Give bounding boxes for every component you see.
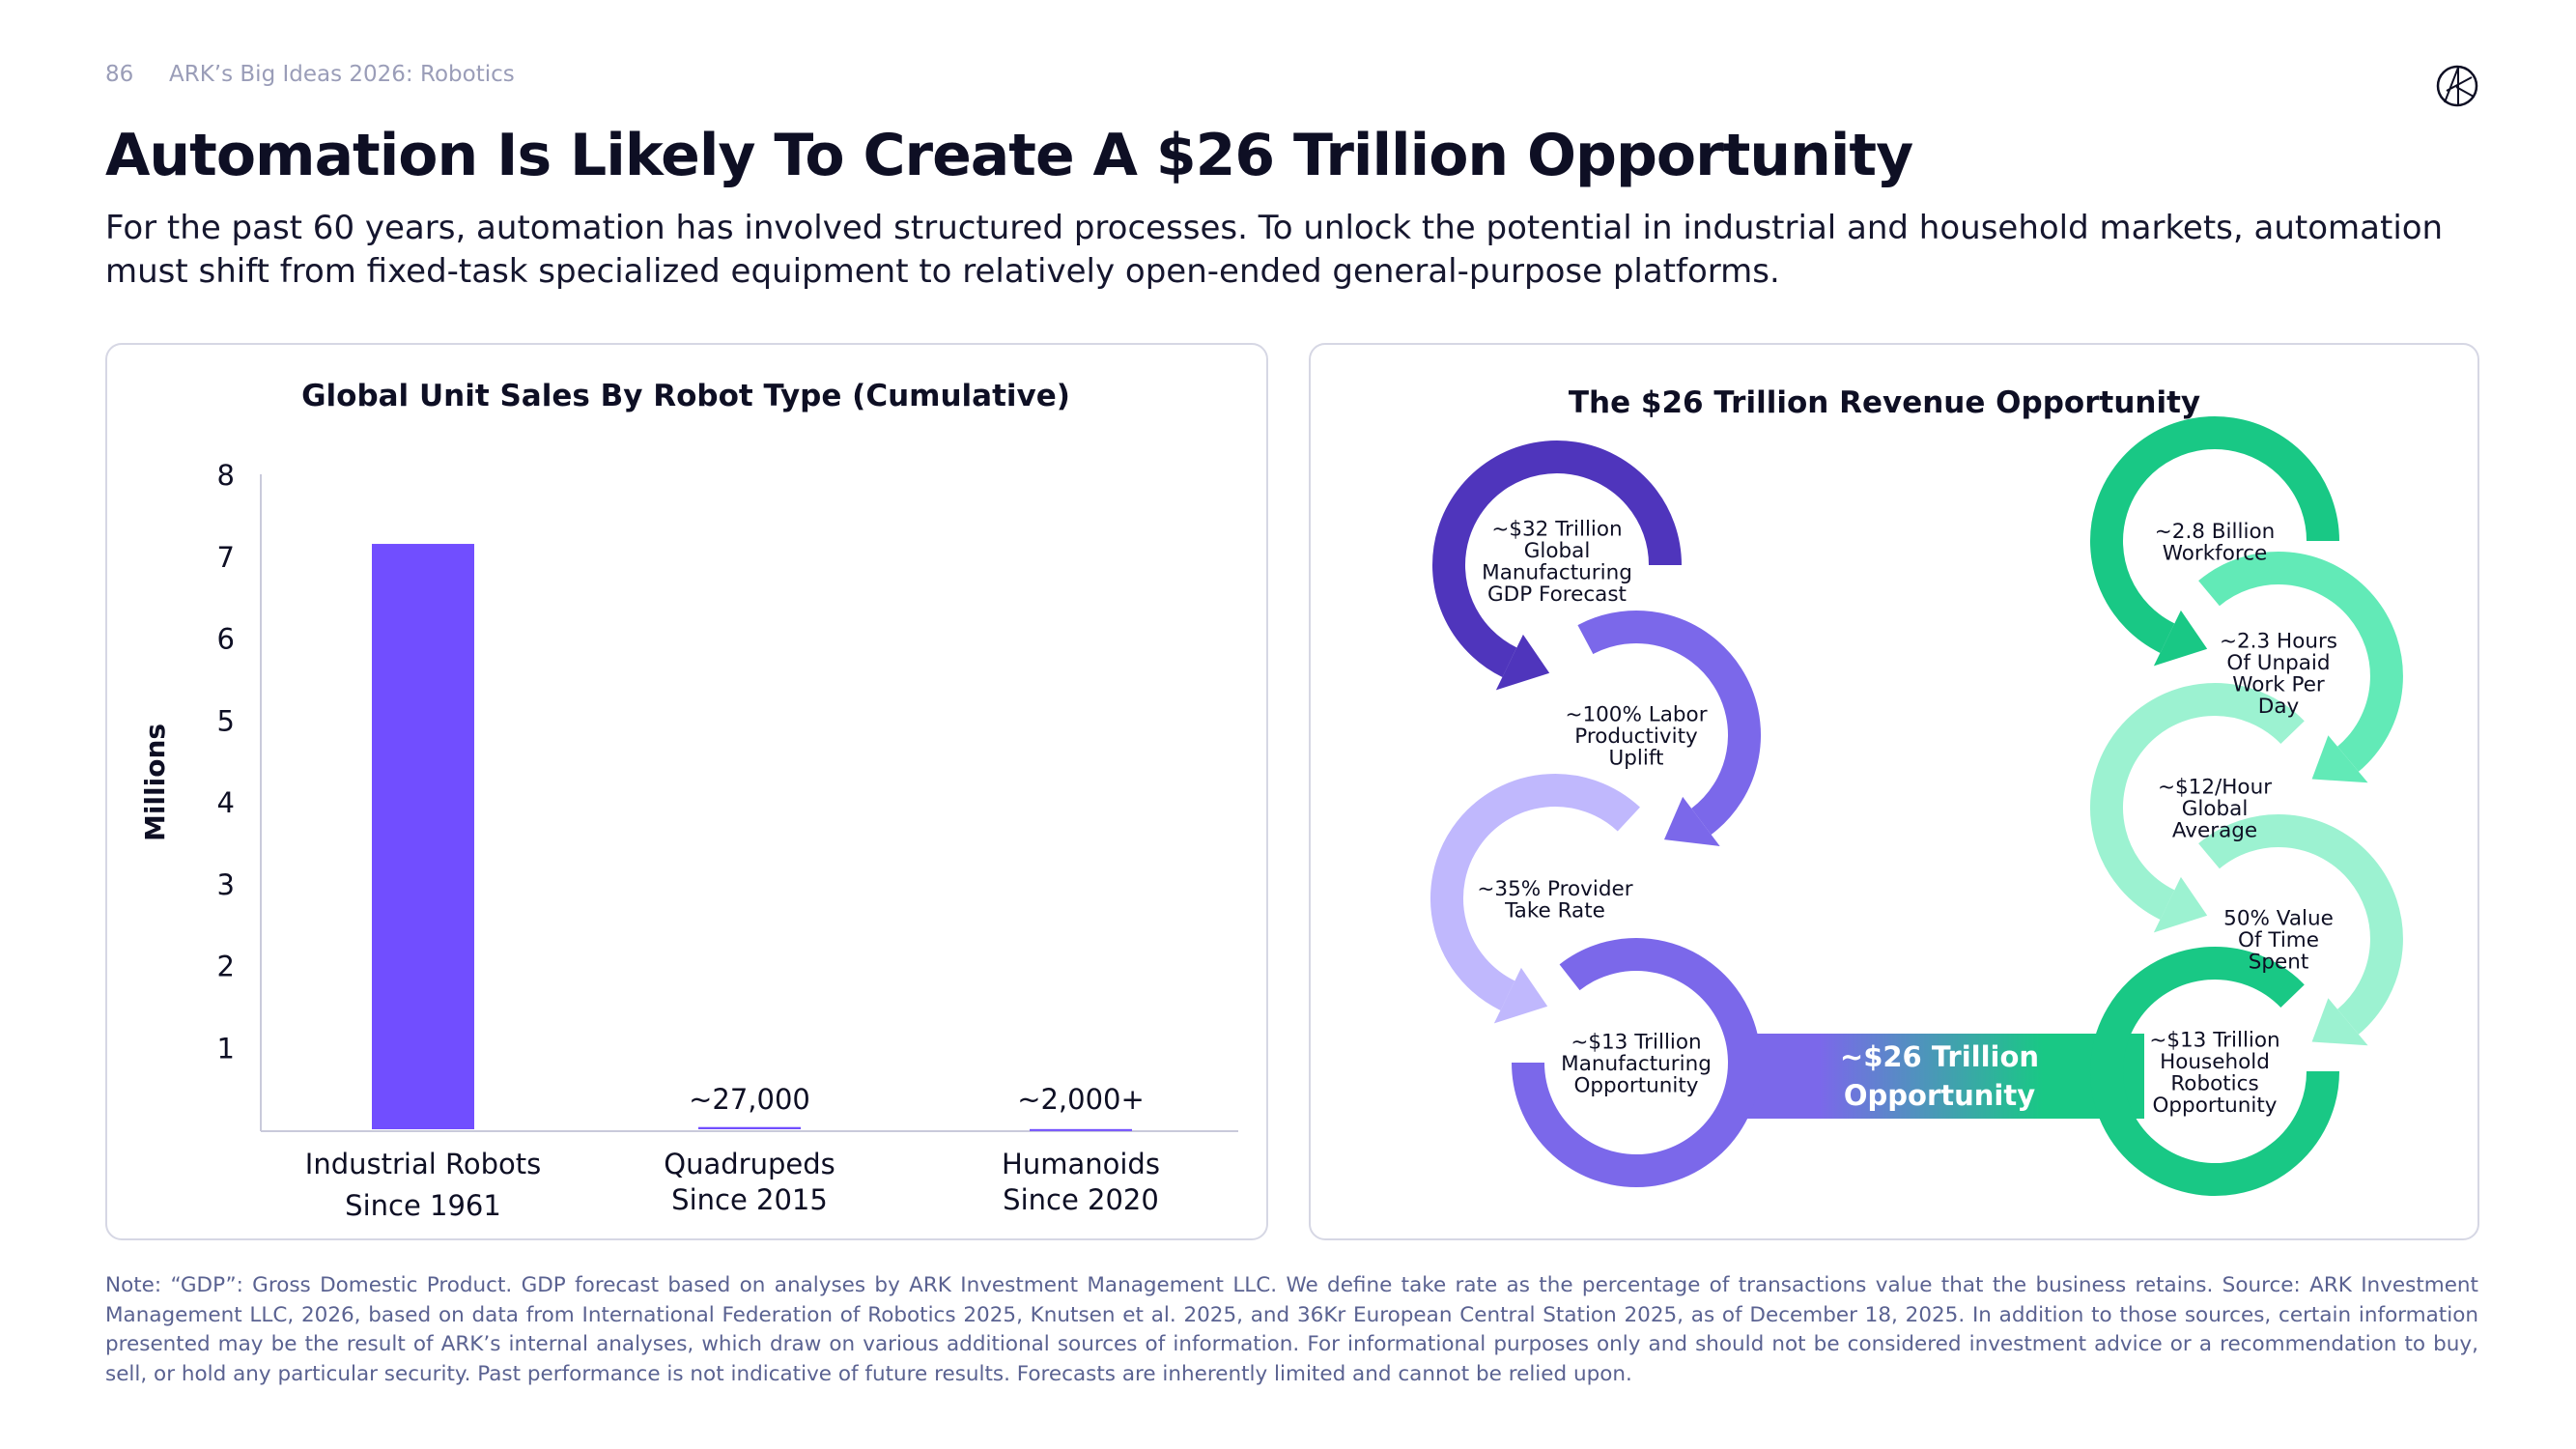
diagram-title: The $26 Trillion Revenue Opportunity (1569, 385, 2200, 420)
node-label-line: Manufacturing (1482, 560, 1632, 584)
node-label-line: Opportunity (1573, 1074, 1698, 1098)
flow-arc (2090, 683, 2305, 920)
page-title: Automation Is Likely To Create A $26 Tri… (105, 122, 1913, 189)
node-label-line: Spent (2249, 951, 2309, 975)
node-label-line: ~2.8 Billion (2155, 520, 2275, 544)
page-number: 86 (105, 62, 134, 87)
x-category-sublabel: Since 2020 (1003, 1183, 1159, 1216)
y-tick-label: 8 (217, 459, 235, 492)
arrowhead-icon (2311, 998, 2368, 1046)
node-label-line: Global (2182, 797, 2249, 821)
node-label-line: 50% Value (2223, 907, 2334, 931)
x-category-label: Humanoids (1002, 1148, 1160, 1180)
node-label-line: Work Per (2232, 672, 2325, 696)
bar-data-label: ~27,000 (689, 1083, 810, 1116)
arrowhead-icon (2311, 735, 2368, 783)
x-category-label: Industrial Robots (305, 1148, 541, 1180)
bar (698, 1126, 801, 1129)
arrowhead-icon (1493, 967, 1548, 1024)
node-label-line: Productivity (1574, 724, 1698, 749)
flow-arc (1577, 611, 1761, 836)
node-label-line: Robotics (2170, 1071, 2258, 1095)
diagram-panel (1309, 343, 2479, 1240)
y-axis-label: Millions (139, 724, 171, 841)
node-label-line: ~$32 Trillion (1491, 517, 1622, 541)
arrowhead-icon (1495, 634, 1550, 691)
node-label-line: Average (2172, 819, 2257, 843)
node-label-line: Opportunity (2152, 1094, 2277, 1118)
node-label-line: Uplift (1609, 747, 1664, 771)
arrowhead-icon (1663, 796, 1720, 847)
flow-arc (1432, 440, 1682, 677)
arrowhead-icon (2153, 610, 2208, 667)
arrowhead-icon (2153, 876, 2208, 933)
total-opportunity-line2: Opportunity (1844, 1079, 2035, 1112)
node-label-line: Household (2160, 1050, 2270, 1074)
x-category-sublabel: Since 1961 (345, 1189, 501, 1222)
node-label-line: Global (1524, 539, 1591, 563)
node-label-line: ~100% Labor (1565, 703, 1707, 727)
total-opportunity-line1: ~$26 Trillion (1840, 1040, 2039, 1073)
bar-data-label: ~2,000+ (1017, 1083, 1145, 1116)
flow-arc (1430, 774, 1640, 1010)
ark-logo-icon (2436, 65, 2478, 107)
node-label-line: GDP Forecast (1487, 582, 1627, 607)
y-tick-label: 6 (217, 623, 235, 656)
y-tick-label: 4 (217, 786, 235, 819)
node-label-line: Workforce (2163, 541, 2268, 565)
x-category-label: Quadrupeds (664, 1148, 835, 1180)
chart-title: Global Unit Sales By Robot Type (Cumulat… (301, 379, 1070, 413)
node-label-line: Take Rate (1504, 898, 1605, 923)
node-label-line: ~$13 Trillion (1571, 1031, 1701, 1055)
bar (372, 544, 474, 1129)
flow-arc (2198, 814, 2403, 1035)
footnote: Note: “GDP”: Gross Domestic Product. GDP… (105, 1273, 2478, 1386)
y-tick-label: 5 (217, 704, 235, 737)
bar (1030, 1128, 1132, 1131)
flow-arc (2090, 416, 2339, 653)
y-tick-label: 2 (217, 951, 235, 983)
node-label-line: ~$12/Hour (2158, 776, 2272, 800)
series-title: ARK’s Big Ideas 2026: Robotics (169, 62, 515, 87)
node-label-line: Of Unpaid (2226, 651, 2330, 675)
node-label-line: Of Time (2238, 928, 2319, 952)
y-tick-label: 1 (217, 1032, 235, 1065)
node-label-line: ~2.3 Hours (2220, 629, 2337, 653)
flow-arc (2198, 552, 2403, 772)
page-subtitle: For the past 60 years, automation has in… (105, 209, 2444, 291)
flow-arc (2090, 947, 2339, 1196)
node-label-line: ~$13 Trillion (2149, 1028, 2279, 1052)
x-category-sublabel: Since 2015 (671, 1183, 828, 1216)
node-label-line: Day (2258, 695, 2300, 719)
total-opportunity-band (1739, 1034, 2144, 1119)
y-tick-label: 3 (217, 868, 235, 901)
node-label-line: Manufacturing (1561, 1052, 1712, 1076)
node-label-line: ~35% Provider (1477, 877, 1632, 901)
chart-panel (105, 343, 1268, 1240)
flow-arc (1512, 938, 1761, 1187)
y-tick-label: 7 (217, 541, 235, 574)
